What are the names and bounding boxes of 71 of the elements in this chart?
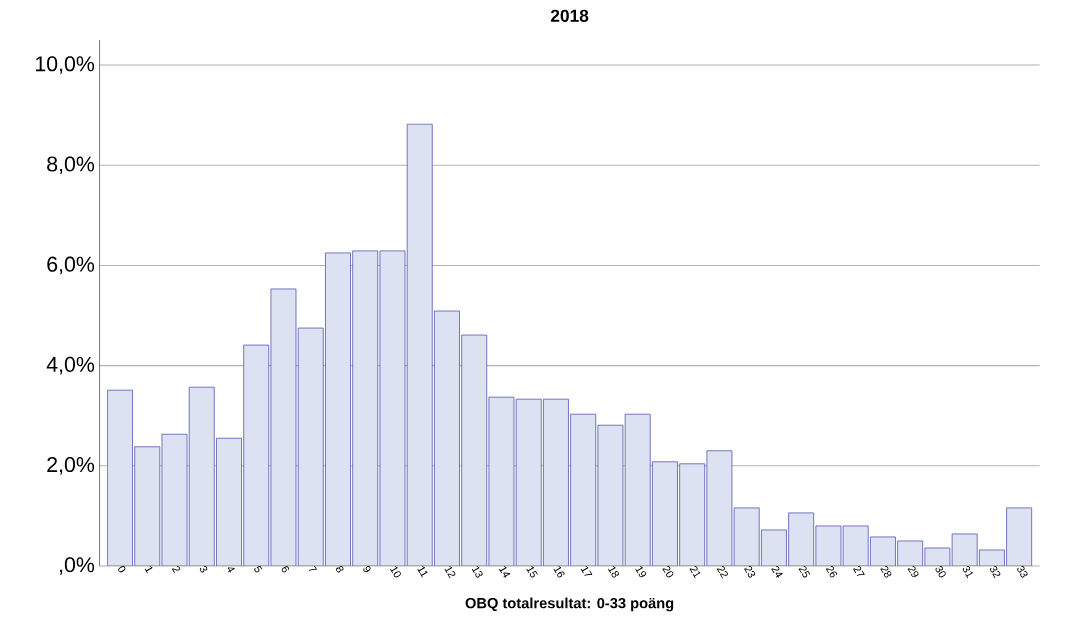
bar [461,335,487,566]
bar [434,311,460,566]
bar [352,250,378,566]
y-tick-label: 4,0% [46,356,95,375]
x-axis-title: OBQ totalresultat: 0-33 poäng [465,597,674,612]
bar [788,512,814,566]
x-tick-label: 19 [635,566,647,578]
bar [625,414,651,566]
x-tick-label: 25 [798,566,811,578]
y-tick-label: 2,0% [47,457,95,475]
bar [652,461,678,566]
x-tick-label: 21 [689,566,701,579]
bar [325,252,351,566]
x-tick-label: 15 [526,566,538,578]
x-tick-label: 29 [907,566,919,578]
x-tick-label: 12 [444,566,456,579]
x-tick-label: 27 [853,566,865,577]
bar [488,397,514,566]
x-tick-label: 30 [935,565,946,578]
bar [679,463,705,566]
x-tick-label: 9 [363,566,371,573]
x-tick-label: 31 [962,565,973,579]
bar [270,288,297,566]
x-tick-label: 32 [989,565,1001,579]
y-tick-label: 6,0% [47,256,95,275]
x-tick-label: 2 [171,566,180,574]
bar [843,525,869,566]
x-tick-label: 22 [716,566,728,579]
bar [706,450,732,566]
x-tick-label: 33 [1017,565,1028,578]
bar [379,250,406,566]
bar [189,387,215,566]
x-tick-label: 24 [771,566,783,578]
bar [107,390,133,566]
bar [1006,507,1033,566]
x-tick-label: 1 [144,566,153,574]
bar [298,328,324,566]
y-tick-label: 10,0% [36,56,95,74]
y-tick-label: 8,0% [47,156,95,175]
x-tick-label: 6 [281,566,290,573]
x-tick-label: 7 [308,565,317,571]
bar [734,507,760,566]
bar [570,414,596,566]
bar [761,529,787,566]
bar [407,124,433,566]
chart-title: 2018 [550,9,589,22]
bar [952,533,978,566]
x-tick-label: 17 [580,566,593,577]
x-tick-label: 13 [471,566,483,578]
x-tick-label: 18 [608,566,619,578]
x-tick-label: 5 [254,565,263,573]
bar [216,438,242,566]
x-tick-label: 23 [744,566,756,578]
x-tick-label: 4 [227,567,235,573]
x-tick-label: 11 [417,566,428,578]
bar [134,446,160,566]
x-tick-label: 26 [825,566,837,578]
x-tick-label: 20 [662,566,674,578]
bar [597,425,623,566]
bar [243,345,269,566]
x-tick-label: 16 [553,566,565,578]
x-tick-label: 10 [390,566,401,578]
y-tick-label: ,0% [60,557,95,575]
bar [543,399,569,566]
x-tick-label: 0 [118,566,126,573]
x-tick-label: 3 [199,565,208,573]
bar [161,434,188,566]
x-tick-label: 8 [336,565,344,573]
bar [516,399,542,566]
x-tick-label: 14 [499,566,511,578]
x-tick-label: 28 [880,566,892,578]
